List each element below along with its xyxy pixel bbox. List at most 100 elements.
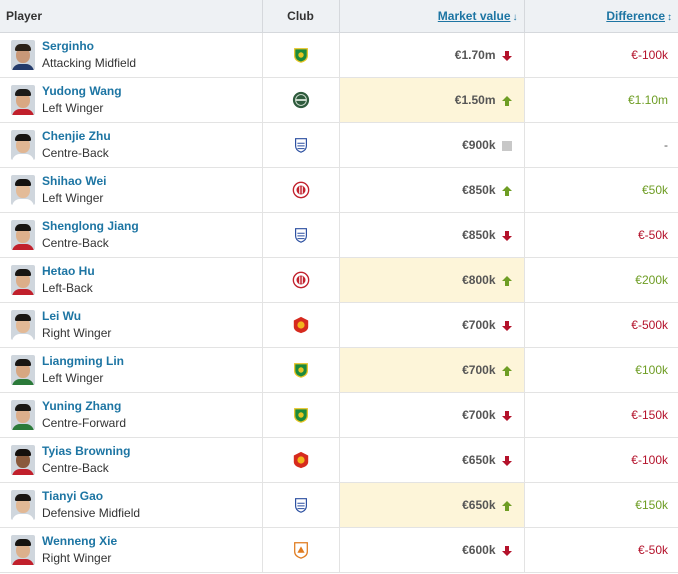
- table-row: Lei Wu Right Winger €700k €-500k: [0, 302, 678, 348]
- player-name-link[interactable]: Wenneng Xie: [42, 533, 118, 548]
- club-cell: [261, 347, 339, 393]
- player-cell: Serginho Attacking Midfield: [0, 32, 262, 78]
- table-row: Tyias Browning Centre-Back €650k €-100k: [0, 437, 678, 483]
- player-photo[interactable]: [11, 264, 35, 295]
- sort-desc-icon[interactable]: ↓: [512, 11, 518, 23]
- market-value[interactable]: €900k: [462, 137, 496, 152]
- difference-cell: €50k: [523, 167, 678, 213]
- beijing-guoan-crest-icon[interactable]: [292, 406, 310, 424]
- table-row: Serginho Attacking Midfield €1.70m €-100k: [0, 32, 678, 78]
- table-row: Shenglong Jiang Centre-Back €850k €-50k: [0, 212, 678, 258]
- player-name-link[interactable]: Hetao Hu: [42, 263, 95, 278]
- player-name-link[interactable]: Yudong Wang: [42, 83, 122, 98]
- player-position: Right Winger: [42, 550, 112, 565]
- market-value[interactable]: €1.70m: [454, 47, 496, 62]
- sort-difference-link[interactable]: Difference: [606, 8, 665, 23]
- club-cell: [261, 77, 339, 123]
- market-value[interactable]: €800k: [462, 272, 496, 287]
- player-name-link[interactable]: Shenglong Jiang: [42, 218, 139, 233]
- market-value-cell: €900k: [338, 122, 524, 168]
- player-position: Left Winger: [42, 190, 104, 205]
- market-value-cell: €850k: [338, 167, 524, 213]
- player-photo[interactable]: [11, 489, 35, 520]
- player-position: Centre-Back: [42, 235, 109, 250]
- player-name-link[interactable]: Tianyi Gao: [42, 488, 104, 503]
- player-info: Yuning Zhang Centre-Forward: [0, 398, 262, 432]
- market-value[interactable]: €850k: [462, 182, 496, 197]
- player-name-link[interactable]: Shihao Wei: [42, 173, 107, 188]
- player-photo[interactable]: [11, 399, 35, 430]
- player-info: Shenglong Jiang Centre-Back: [0, 218, 262, 252]
- market-value[interactable]: €700k: [462, 317, 496, 332]
- market-value[interactable]: €850k: [462, 227, 496, 242]
- player-name-link[interactable]: Tyias Browning: [42, 443, 131, 458]
- difference-value: €-50k: [637, 227, 668, 242]
- player-photo[interactable]: [11, 354, 35, 385]
- difference-cell: -: [523, 122, 678, 168]
- trend-down-icon: [501, 50, 512, 61]
- market-value-cell: €650k: [338, 482, 524, 528]
- market-value[interactable]: €650k: [462, 497, 496, 512]
- table-row: Wenneng Xie Right Winger €600k €-50k: [0, 527, 678, 573]
- player-info: Hetao Hu Left-Back: [0, 263, 262, 297]
- player-cell: Chenjie Zhu Centre-Back: [0, 122, 262, 168]
- player-cell: Lei Wu Right Winger: [0, 302, 262, 348]
- table-row: Liangming Lin Left Winger €700k €100k: [0, 347, 678, 393]
- player-name-link[interactable]: Lei Wu: [42, 308, 82, 323]
- sort-both-icon[interactable]: ↕: [667, 11, 672, 23]
- player-cell: Yuning Zhang Centre-Forward: [0, 392, 262, 438]
- trend-up-icon: [501, 365, 512, 376]
- market-value[interactable]: €1.50m: [454, 92, 496, 107]
- player-cell: Yudong Wang Left Winger: [0, 77, 262, 123]
- zhejiang-crest-icon[interactable]: [292, 91, 310, 109]
- player-photo[interactable]: [11, 174, 35, 205]
- chengdu-rongcheng-crest-icon[interactable]: [292, 181, 310, 199]
- player-position: Right Winger: [42, 325, 112, 340]
- player-photo[interactable]: [11, 39, 35, 70]
- beijing-guoan-crest-icon[interactable]: [292, 361, 310, 379]
- club-cell: [261, 437, 339, 483]
- shanghai-shenhua-crest-icon[interactable]: [292, 136, 310, 154]
- player-cell: Wenneng Xie Right Winger: [0, 527, 262, 573]
- shanghai-port-crest-icon[interactable]: [292, 451, 310, 469]
- difference-value: €-50k: [637, 542, 668, 557]
- shandong-taishan-crest-icon[interactable]: [292, 541, 310, 559]
- player-photo[interactable]: [11, 129, 35, 160]
- player-photo[interactable]: [11, 309, 35, 340]
- player-photo[interactable]: [11, 444, 35, 475]
- header-market-value[interactable]: Market value ↓: [338, 0, 524, 33]
- shanghai-shenhua-crest-icon[interactable]: [292, 496, 310, 514]
- sort-market-value-link[interactable]: Market value: [437, 8, 511, 23]
- difference-value: €-100k: [631, 452, 668, 467]
- trend-unchanged-icon: [501, 140, 512, 151]
- beijing-guoan-crest-icon[interactable]: [292, 46, 310, 64]
- player-photo[interactable]: [11, 84, 35, 115]
- difference-value: -: [664, 137, 668, 152]
- player-info: Serginho Attacking Midfield: [0, 38, 262, 72]
- market-value[interactable]: €700k: [462, 407, 496, 422]
- player-name-link[interactable]: Serginho: [42, 38, 95, 53]
- player-info: Shihao Wei Left Winger: [0, 173, 262, 207]
- market-value-cell: €700k: [338, 392, 524, 438]
- trend-up-icon: [501, 185, 512, 196]
- club-cell: [261, 212, 339, 258]
- difference-cell: €-500k: [523, 302, 678, 348]
- market-value[interactable]: €650k: [462, 452, 496, 467]
- player-info: Chenjie Zhu Centre-Back: [0, 128, 262, 162]
- chengdu-rongcheng-crest-icon[interactable]: [292, 271, 310, 289]
- player-name-link[interactable]: Liangming Lin: [42, 353, 124, 368]
- shanghai-shenhua-crest-icon[interactable]: [292, 226, 310, 244]
- player-name-link[interactable]: Chenjie Zhu: [42, 128, 111, 143]
- header-difference[interactable]: Difference ↕: [523, 0, 678, 33]
- player-name-link[interactable]: Yuning Zhang: [42, 398, 122, 413]
- player-info: Tianyi Gao Defensive Midfield: [0, 488, 262, 522]
- trend-up-icon: [501, 95, 512, 106]
- player-photo[interactable]: [11, 534, 35, 565]
- difference-value: €200k: [635, 272, 668, 287]
- player-photo[interactable]: [11, 219, 35, 250]
- shanghai-port-crest-icon[interactable]: [292, 316, 310, 334]
- market-value[interactable]: €700k: [462, 362, 496, 377]
- player-cell: Shihao Wei Left Winger: [0, 167, 262, 213]
- player-position: Centre-Back: [42, 460, 109, 475]
- market-value[interactable]: €600k: [462, 542, 496, 557]
